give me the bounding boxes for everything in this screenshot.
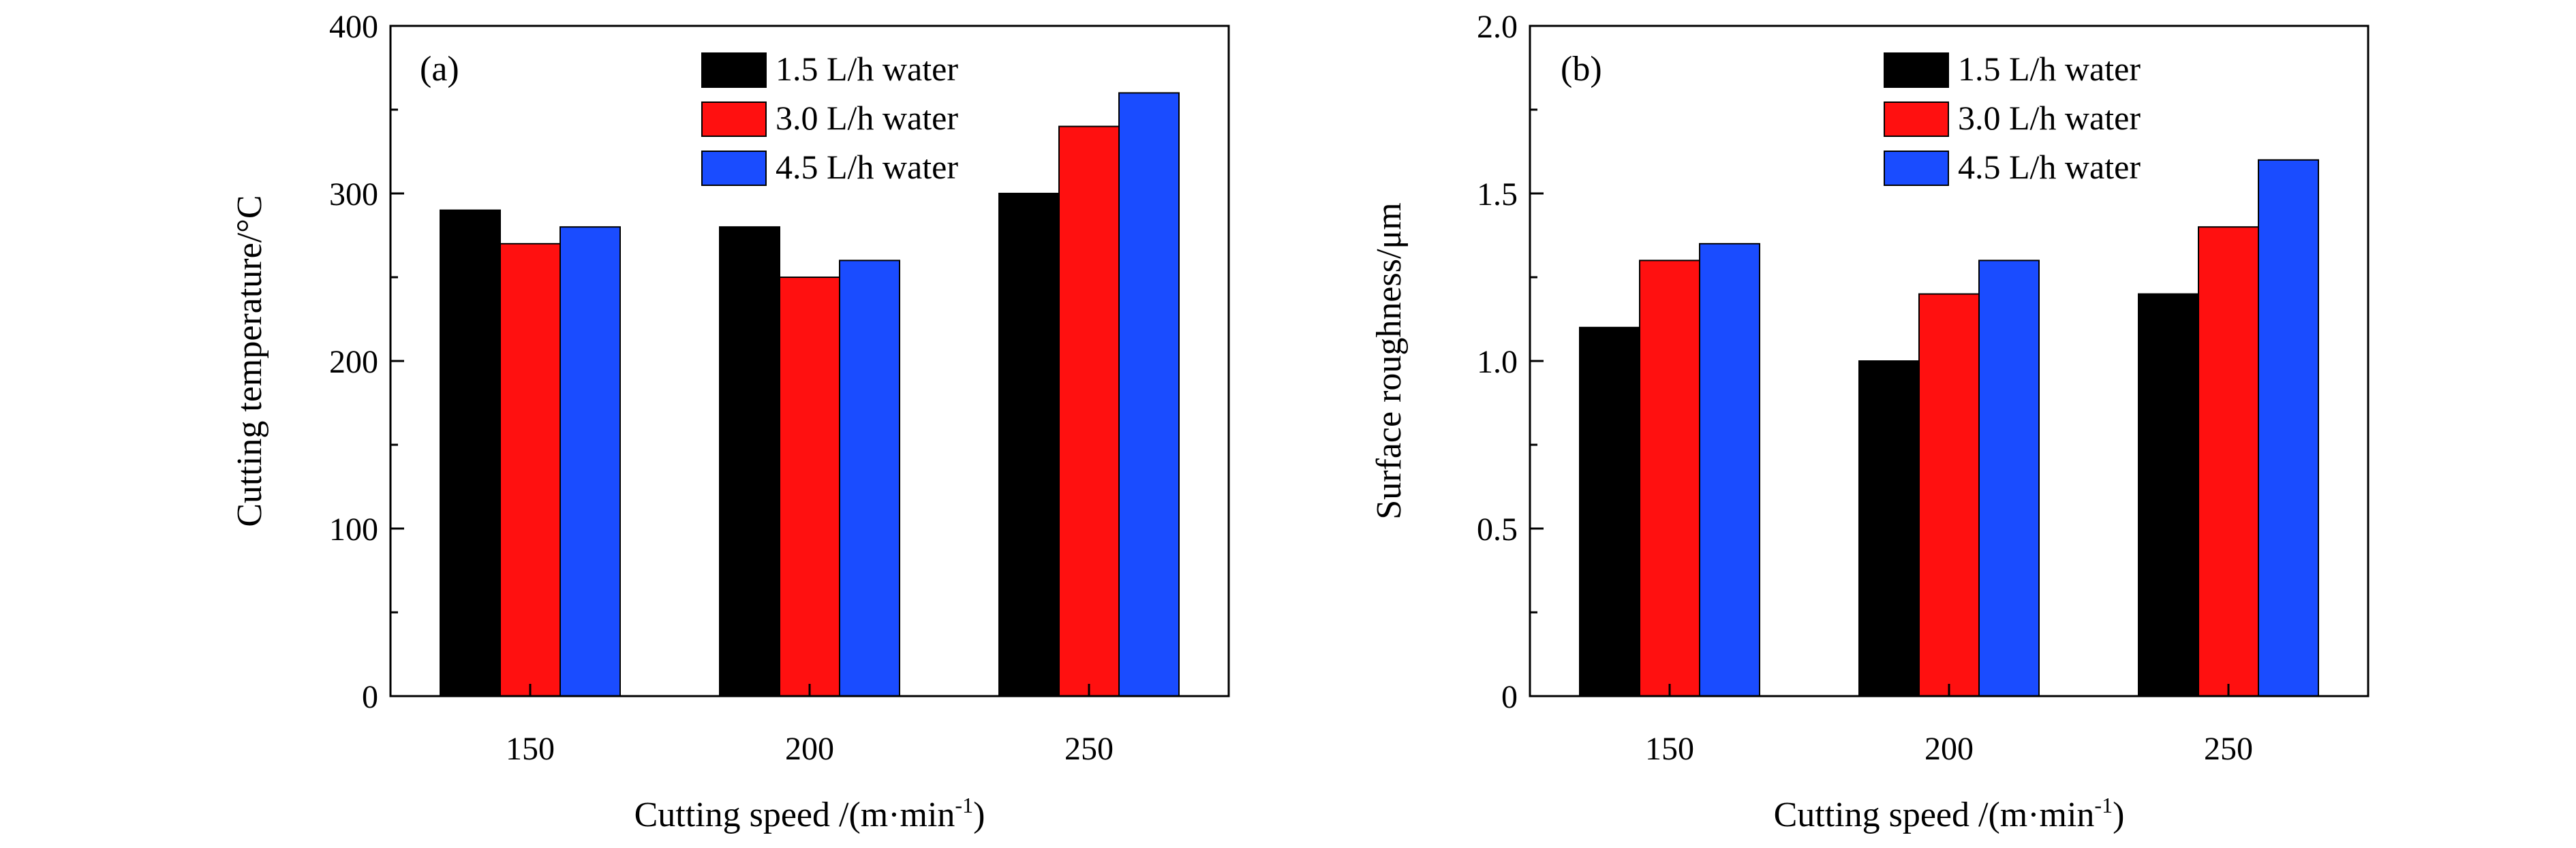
legend-swatch xyxy=(701,101,767,137)
y-tick-label: 1.5 xyxy=(1477,176,1518,213)
bar-3-0-l-h-water-250 xyxy=(1058,125,1120,697)
y-axis-title: Surface roughness/μm xyxy=(1370,202,1409,519)
panel-label: (a) xyxy=(420,50,459,89)
legend-swatch xyxy=(1884,101,1949,137)
x-tick-label: 250 xyxy=(2204,731,2253,767)
y-tick-label: 2.0 xyxy=(1477,9,1518,45)
y-tick-label: 1.0 xyxy=(1477,344,1518,380)
bar-4-5-l-h-water-200 xyxy=(839,260,900,697)
chart-panel-b: 0 0.5 1.0 1.5 2.0 150 200 250 Cutting speed /(m·… xyxy=(1370,9,2370,834)
legend-swatch xyxy=(1884,151,1949,186)
y-tick-label: 0 xyxy=(362,679,378,715)
bar-3-0-l-h-water-200 xyxy=(1918,293,1980,697)
legend-label: 1.5 L/h water xyxy=(1958,50,2141,88)
x-axis-title: Cutting speed /(m·min-1) xyxy=(1774,793,2125,834)
bar-1-5-l-h-water-150 xyxy=(440,209,501,697)
bar-4-5-l-h-water-150 xyxy=(559,226,621,697)
y-tick-label: 0 xyxy=(1501,679,1518,715)
bar-1-5-l-h-water-200 xyxy=(1858,360,1920,697)
x-axis-title: Cutting speed /(m·min-1) xyxy=(634,793,985,834)
bar-1-5-l-h-water-250 xyxy=(998,193,1060,697)
legend-label: 4.5 L/h water xyxy=(776,148,958,186)
x-tick-label: 150 xyxy=(506,731,555,767)
y-tick-label: 100 xyxy=(329,512,378,548)
bar-1-5-l-h-water-250 xyxy=(2138,293,2199,697)
x-tick-label: 150 xyxy=(1645,731,1694,767)
bar-3-0-l-h-water-200 xyxy=(779,277,840,697)
panel-label: (b) xyxy=(1561,50,1602,89)
bar-3-0-l-h-water-150 xyxy=(500,242,561,697)
legend-swatch xyxy=(1884,52,1949,88)
y-tick-label: 0.5 xyxy=(1477,512,1518,548)
x-tick-label: 200 xyxy=(1925,731,1974,767)
y-tick-label: 400 xyxy=(329,9,378,45)
legend-label: 3.0 L/h water xyxy=(776,99,958,137)
y-tick-label: 300 xyxy=(329,176,378,213)
bar-4-5-l-h-water-200 xyxy=(1978,260,2040,697)
legend-label: 1.5 L/h water xyxy=(776,50,958,88)
bar-4-5-l-h-water-150 xyxy=(1699,242,1760,697)
y-axis-title: Cutting temperature/°C xyxy=(230,195,269,527)
chart-panel-a: 0 100 200 300 400 150 200 250 Cutting speed /(m·… xyxy=(230,9,1230,834)
x-tick-label: 200 xyxy=(785,731,834,767)
bar-3-0-l-h-water-150 xyxy=(1639,260,1700,697)
legend-swatch xyxy=(701,151,767,186)
y-tick-label: 200 xyxy=(329,344,378,380)
bar-3-0-l-h-water-250 xyxy=(2198,226,2259,697)
legend-label: 3.0 L/h water xyxy=(1958,99,2141,137)
bar-4-5-l-h-water-250 xyxy=(2258,159,2319,697)
bar-1-5-l-h-water-200 xyxy=(719,226,780,697)
bar-1-5-l-h-water-150 xyxy=(1579,326,1640,697)
legend-swatch xyxy=(701,52,767,88)
x-tick-label: 250 xyxy=(1064,731,1114,767)
bar-4-5-l-h-water-250 xyxy=(1118,92,1180,697)
legend-label: 4.5 L/h water xyxy=(1958,148,2141,186)
